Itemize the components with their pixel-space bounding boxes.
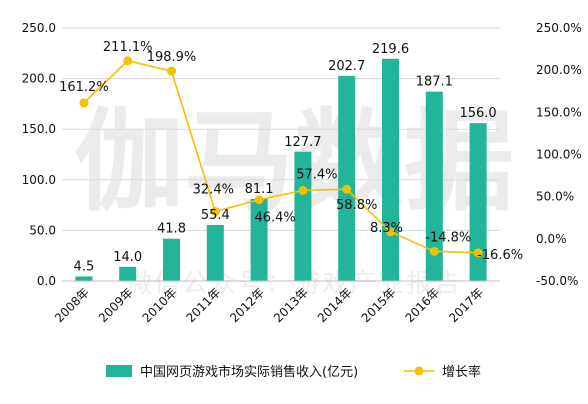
- growth-rate-point: [342, 184, 352, 194]
- left-axis-tick-label: 250.0: [22, 21, 56, 35]
- bar: [294, 151, 312, 281]
- data-labels: 4.5 14.0 41.8 55.4 81.1 127.7 202.7 219.6 187.1 1…: [59, 40, 523, 275]
- growth-rate-point: [386, 227, 395, 237]
- bar: [163, 238, 180, 281]
- right-axis-tick-label: 150.0%: [536, 105, 582, 119]
- bar: [382, 58, 399, 281]
- bar-series: [75, 58, 487, 282]
- growth-rate-label: -14.8%: [425, 230, 471, 245]
- legend-line-label: 增长率: [442, 364, 481, 380]
- legend-line-marker: [414, 366, 424, 376]
- watermark-main: 伽马数据: [74, 98, 514, 226]
- bar: [338, 75, 356, 281]
- right-axis-tick-label: -50.0%: [536, 274, 578, 288]
- x-axis-tick-label: 2009年: [96, 285, 136, 325]
- growth-rate-label: 211.1%: [103, 40, 153, 55]
- growth-rate-point: [79, 98, 89, 108]
- bar-value-label: 156.0: [459, 106, 496, 121]
- bar-value-label: 41.8: [157, 222, 186, 237]
- left-axis-tick-label: 200.0: [22, 72, 56, 86]
- growth-rate-label: 32.4%: [193, 183, 234, 198]
- growth-rate-label: 58.8%: [336, 198, 377, 213]
- bar: [206, 224, 224, 281]
- legend: 中国网页游戏市场实际销售收入(亿元) 增长率: [106, 364, 481, 380]
- bar-value-label: 14.0: [113, 250, 142, 265]
- x-axis-tick-label: 2008年: [52, 285, 92, 325]
- growth-rate-label: 198.9%: [147, 50, 197, 65]
- left-axis-tick-label: 100.0: [22, 173, 56, 187]
- right-axis-tick-label: 0.0%: [536, 232, 567, 246]
- right-axis-tick-label: 100.0%: [536, 148, 582, 162]
- bar-value-label: 81.1: [245, 182, 274, 197]
- bar: [469, 123, 487, 282]
- left-axis-tick-label: 150.0: [22, 122, 56, 136]
- growth-rate-point: [167, 66, 176, 76]
- bar-value-label: 202.7: [328, 59, 365, 74]
- line-series: [79, 56, 483, 258]
- right-axis-tick-label: 250.0%: [536, 21, 582, 35]
- bar: [425, 91, 443, 281]
- legend-bar-swatch: [106, 365, 132, 377]
- growth-rate-label: 161.2%: [59, 80, 109, 95]
- bar-value-label: 127.7: [284, 135, 321, 150]
- right-axis-tick-label: 200.0%: [536, 63, 582, 77]
- growth-rate-point: [254, 195, 264, 205]
- growth-rate-line: [83, 59, 479, 254]
- bar: [250, 198, 268, 281]
- growth-rate-label: -16.6%: [477, 248, 523, 263]
- left-axis-tick-label: 50.0: [29, 223, 56, 237]
- growth-rate-label: 8.3%: [370, 221, 403, 236]
- bar-value-label: 187.1: [416, 75, 453, 90]
- right-axis-tick-label: 50.0%: [536, 190, 574, 204]
- growth-rate-point: [123, 56, 133, 66]
- growth-rate-point: [298, 185, 308, 195]
- legend-bar-label: 中国网页游戏市场实际销售收入(亿元): [140, 364, 358, 380]
- bar-value-label: 55.4: [201, 208, 230, 223]
- growth-rate-point: [429, 246, 439, 256]
- bar-value-label: 4.5: [74, 259, 95, 274]
- bar: [75, 276, 93, 281]
- left-axis-tick-label: 0.0: [37, 274, 56, 288]
- growth-rate-point: [473, 248, 483, 258]
- growth-rate-label: 46.4%: [254, 211, 295, 226]
- bar-value-label: 219.6: [372, 42, 409, 57]
- growth-rate-label: 57.4%: [296, 167, 337, 182]
- watermark-subtitle: 微信公众号：游戏产业报告: [126, 269, 462, 299]
- bar: [119, 266, 137, 281]
- growth-rate-point: [210, 207, 220, 217]
